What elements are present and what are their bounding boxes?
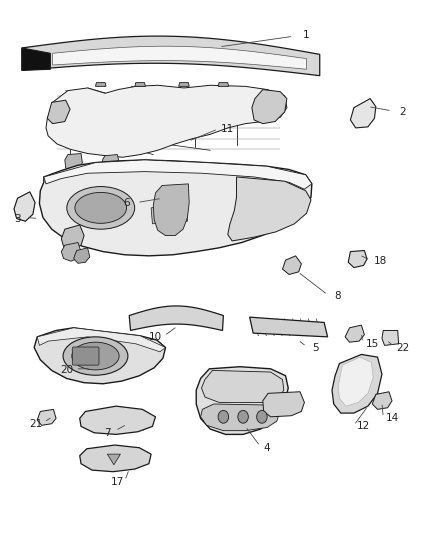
Polygon shape bbox=[61, 225, 84, 249]
Polygon shape bbox=[39, 160, 312, 256]
Polygon shape bbox=[196, 367, 288, 434]
Polygon shape bbox=[47, 100, 70, 124]
Text: 14: 14 bbox=[385, 414, 399, 423]
Polygon shape bbox=[382, 330, 399, 345]
Polygon shape bbox=[201, 404, 279, 431]
Polygon shape bbox=[107, 454, 120, 465]
Polygon shape bbox=[14, 192, 35, 221]
Polygon shape bbox=[129, 306, 223, 330]
Ellipse shape bbox=[67, 187, 135, 229]
Polygon shape bbox=[46, 85, 287, 157]
Polygon shape bbox=[74, 248, 90, 263]
Polygon shape bbox=[151, 205, 172, 224]
Text: 4: 4 bbox=[264, 443, 271, 453]
Polygon shape bbox=[61, 243, 81, 261]
Polygon shape bbox=[53, 46, 307, 69]
Text: 18: 18 bbox=[374, 256, 387, 266]
Polygon shape bbox=[332, 354, 382, 413]
Polygon shape bbox=[102, 155, 119, 171]
Text: 1: 1 bbox=[303, 30, 310, 39]
Polygon shape bbox=[80, 406, 155, 434]
Text: 22: 22 bbox=[396, 343, 410, 352]
Polygon shape bbox=[37, 409, 56, 425]
Text: 7: 7 bbox=[104, 428, 111, 438]
Polygon shape bbox=[44, 160, 312, 189]
Polygon shape bbox=[252, 90, 287, 124]
Polygon shape bbox=[22, 36, 320, 76]
Text: 17: 17 bbox=[111, 478, 124, 487]
Circle shape bbox=[257, 410, 267, 423]
Polygon shape bbox=[201, 370, 284, 402]
Polygon shape bbox=[37, 328, 166, 352]
Polygon shape bbox=[218, 83, 229, 86]
Text: 20: 20 bbox=[60, 366, 73, 375]
Polygon shape bbox=[350, 99, 376, 128]
Polygon shape bbox=[34, 328, 166, 384]
Text: 3: 3 bbox=[14, 214, 21, 223]
Text: 15: 15 bbox=[366, 339, 379, 349]
Polygon shape bbox=[250, 317, 328, 337]
Polygon shape bbox=[153, 184, 189, 236]
Polygon shape bbox=[80, 445, 151, 472]
Polygon shape bbox=[166, 205, 187, 224]
FancyBboxPatch shape bbox=[72, 347, 99, 365]
Polygon shape bbox=[348, 251, 367, 268]
Polygon shape bbox=[283, 256, 301, 274]
Polygon shape bbox=[338, 357, 373, 406]
Polygon shape bbox=[263, 392, 304, 417]
Polygon shape bbox=[95, 83, 106, 86]
Ellipse shape bbox=[63, 337, 128, 375]
Text: 6: 6 bbox=[124, 198, 131, 207]
Ellipse shape bbox=[72, 342, 119, 370]
Text: 11: 11 bbox=[221, 124, 234, 134]
Text: 2: 2 bbox=[399, 107, 406, 117]
Polygon shape bbox=[228, 177, 311, 241]
Polygon shape bbox=[22, 48, 50, 70]
Ellipse shape bbox=[75, 192, 127, 223]
Polygon shape bbox=[372, 392, 392, 409]
Polygon shape bbox=[179, 83, 189, 86]
Circle shape bbox=[218, 410, 229, 423]
Text: 8: 8 bbox=[334, 291, 341, 301]
Text: 12: 12 bbox=[357, 422, 370, 431]
Circle shape bbox=[238, 410, 248, 423]
Polygon shape bbox=[345, 325, 364, 342]
Text: 10: 10 bbox=[149, 332, 162, 342]
Polygon shape bbox=[135, 83, 145, 86]
Text: 21: 21 bbox=[29, 419, 42, 429]
Text: 5: 5 bbox=[312, 343, 319, 352]
Polygon shape bbox=[65, 154, 82, 172]
